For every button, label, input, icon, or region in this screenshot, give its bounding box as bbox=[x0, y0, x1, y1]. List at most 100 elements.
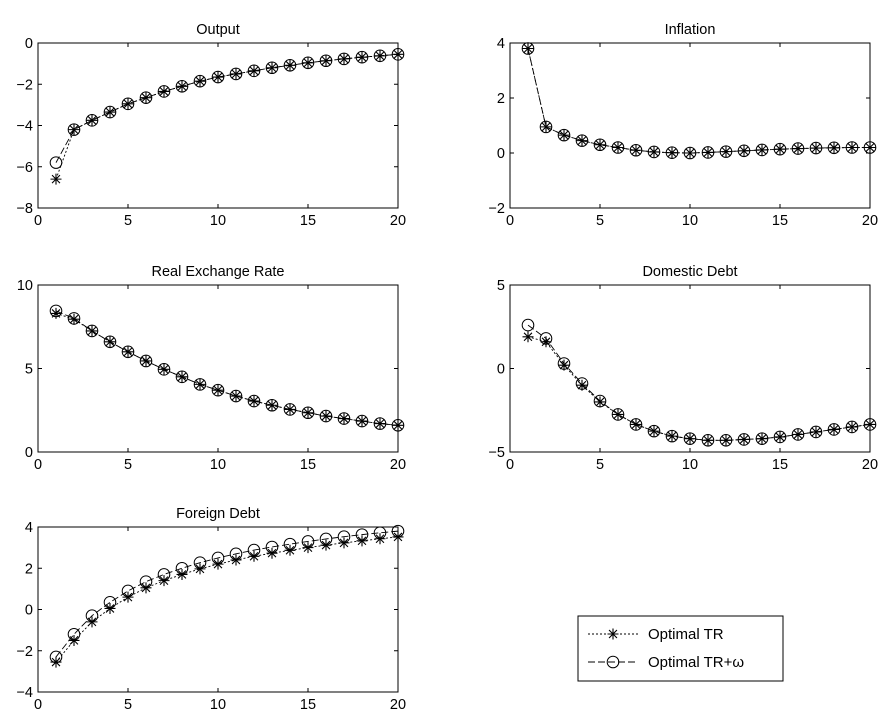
data-point-circle bbox=[791, 142, 805, 155]
data-point-circle bbox=[175, 370, 189, 384]
data-point-circle bbox=[863, 141, 877, 154]
y-tick-label: −4 bbox=[16, 685, 33, 701]
data-point-star bbox=[266, 399, 278, 411]
data-point-circle bbox=[247, 64, 261, 78]
data-point-circle bbox=[373, 417, 387, 430]
data-point-circle bbox=[629, 418, 643, 431]
data-point-star bbox=[828, 423, 840, 435]
data-point-circle bbox=[337, 530, 351, 543]
chart-title: Real Exchange Rate bbox=[152, 264, 285, 280]
data-point-circle bbox=[355, 50, 369, 64]
y-tick-label: 4 bbox=[25, 520, 33, 536]
series-line-optimal-tr bbox=[527, 48, 870, 154]
data-point-circle bbox=[737, 144, 751, 158]
chart-title: Foreign Debt bbox=[176, 506, 260, 522]
x-tick-label: 0 bbox=[506, 457, 514, 473]
data-point-circle bbox=[67, 627, 81, 641]
data-point-circle bbox=[139, 575, 153, 588]
data-point-circle bbox=[391, 418, 405, 432]
data-point-circle bbox=[301, 535, 315, 548]
x-tick-label: 5 bbox=[124, 213, 132, 229]
data-point-circle bbox=[139, 91, 153, 104]
chart-title: Domestic Debt bbox=[642, 264, 737, 280]
data-point-circle bbox=[211, 383, 225, 397]
data-point-circle bbox=[265, 540, 279, 554]
data-point-circle bbox=[193, 556, 207, 569]
y-tick-label: 2 bbox=[497, 91, 505, 107]
series-line-optimal-tr-omega bbox=[55, 530, 399, 658]
data-point-circle bbox=[827, 423, 841, 436]
x-tick-label: 5 bbox=[124, 697, 132, 713]
data-point-circle bbox=[665, 429, 679, 443]
data-point-circle bbox=[593, 138, 607, 152]
series-line-optimal-tr-omega bbox=[527, 324, 871, 441]
data-point-circle bbox=[337, 52, 351, 66]
data-point-circle bbox=[557, 128, 571, 142]
data-point-circle bbox=[355, 414, 369, 428]
data-point-circle bbox=[611, 141, 625, 154]
x-tick-label: 0 bbox=[34, 213, 42, 229]
series-line-optimal-tr-omega bbox=[55, 310, 399, 426]
data-point-circle bbox=[319, 54, 333, 68]
data-point-circle bbox=[85, 114, 99, 127]
x-tick-label: 5 bbox=[124, 457, 132, 473]
data-point-circle bbox=[391, 524, 405, 538]
data-point-circle bbox=[737, 433, 751, 446]
data-point-circle bbox=[139, 354, 153, 368]
data-point-circle bbox=[845, 141, 859, 154]
data-point-circle bbox=[391, 48, 405, 61]
data-point-star bbox=[50, 656, 62, 668]
data-point-circle bbox=[67, 123, 81, 136]
data-point-circle bbox=[85, 324, 99, 338]
x-tick-label: 0 bbox=[34, 697, 42, 713]
data-point-star bbox=[576, 379, 588, 391]
chart-title: Output bbox=[196, 22, 240, 38]
data-point-circle bbox=[755, 432, 769, 445]
data-point-circle bbox=[773, 430, 787, 444]
x-tick-label: 15 bbox=[300, 457, 316, 473]
data-point-circle bbox=[229, 67, 243, 81]
y-tick-label: 5 bbox=[25, 362, 33, 378]
data-point-star bbox=[122, 98, 134, 110]
legend-label: Optimal TR bbox=[648, 626, 724, 643]
data-point-circle bbox=[373, 49, 387, 63]
data-point-star bbox=[576, 135, 588, 147]
panel-foreign-debt: Foreign Debt 0 5 10 15 20 −4 −2 0 2 4 bbox=[16, 506, 406, 713]
y-tick-label: 2 bbox=[25, 561, 33, 577]
data-point-circle bbox=[539, 332, 553, 345]
data-point-circle bbox=[247, 394, 261, 408]
data-point-star bbox=[338, 53, 350, 65]
x-tick-label: 10 bbox=[210, 457, 226, 473]
data-point-star bbox=[68, 313, 80, 325]
data-point-star bbox=[50, 173, 62, 185]
data-point-star bbox=[630, 418, 642, 430]
data-point-circle bbox=[683, 432, 697, 445]
data-point-circle bbox=[283, 58, 297, 72]
y-tick-label: 0 bbox=[497, 362, 505, 378]
data-point-circle bbox=[301, 406, 315, 420]
y-tick-label: −2 bbox=[488, 201, 505, 217]
data-point-star bbox=[248, 65, 260, 77]
data-point-circle bbox=[265, 61, 279, 75]
data-point-star bbox=[738, 433, 750, 445]
panel-output: Output 0 5 10 15 20 −8 −6 −4 −2 0 bbox=[16, 22, 406, 229]
x-tick-label: 20 bbox=[862, 457, 878, 473]
data-point-star bbox=[104, 106, 116, 118]
y-tick-label: −5 bbox=[488, 445, 505, 461]
series-line-optimal-tr bbox=[55, 536, 399, 663]
data-point-star bbox=[774, 143, 786, 155]
data-point-circle bbox=[67, 312, 81, 325]
data-point-star bbox=[684, 147, 696, 159]
y-tick-label: −6 bbox=[16, 160, 33, 176]
data-point-circle bbox=[521, 318, 535, 332]
data-point-circle bbox=[103, 335, 117, 349]
data-point-circle bbox=[319, 409, 333, 423]
x-tick-label: 20 bbox=[390, 457, 406, 473]
legend-label: Optimal TR+ω bbox=[648, 654, 744, 671]
data-point-circle bbox=[791, 428, 805, 441]
data-point-circle bbox=[211, 551, 225, 565]
data-point-circle bbox=[103, 595, 117, 609]
